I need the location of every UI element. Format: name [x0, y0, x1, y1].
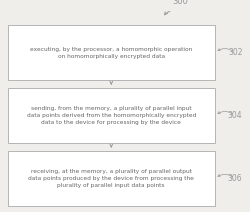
Text: 302: 302	[228, 48, 242, 57]
FancyBboxPatch shape	[8, 151, 215, 206]
Text: receiving, at the memory, a plurality of parallel output
data points produced by: receiving, at the memory, a plurality of…	[28, 169, 194, 188]
FancyBboxPatch shape	[8, 25, 215, 80]
FancyBboxPatch shape	[8, 88, 215, 143]
Text: 300: 300	[172, 0, 188, 6]
Text: 304: 304	[228, 111, 242, 120]
Text: 306: 306	[228, 174, 242, 183]
Text: executing, by the processor, a homomorphic operation
on homomorphically encrypte: executing, by the processor, a homomorph…	[30, 47, 192, 59]
Text: sending, from the memory, a plurality of parallel input
data points derived from: sending, from the memory, a plurality of…	[26, 106, 196, 125]
